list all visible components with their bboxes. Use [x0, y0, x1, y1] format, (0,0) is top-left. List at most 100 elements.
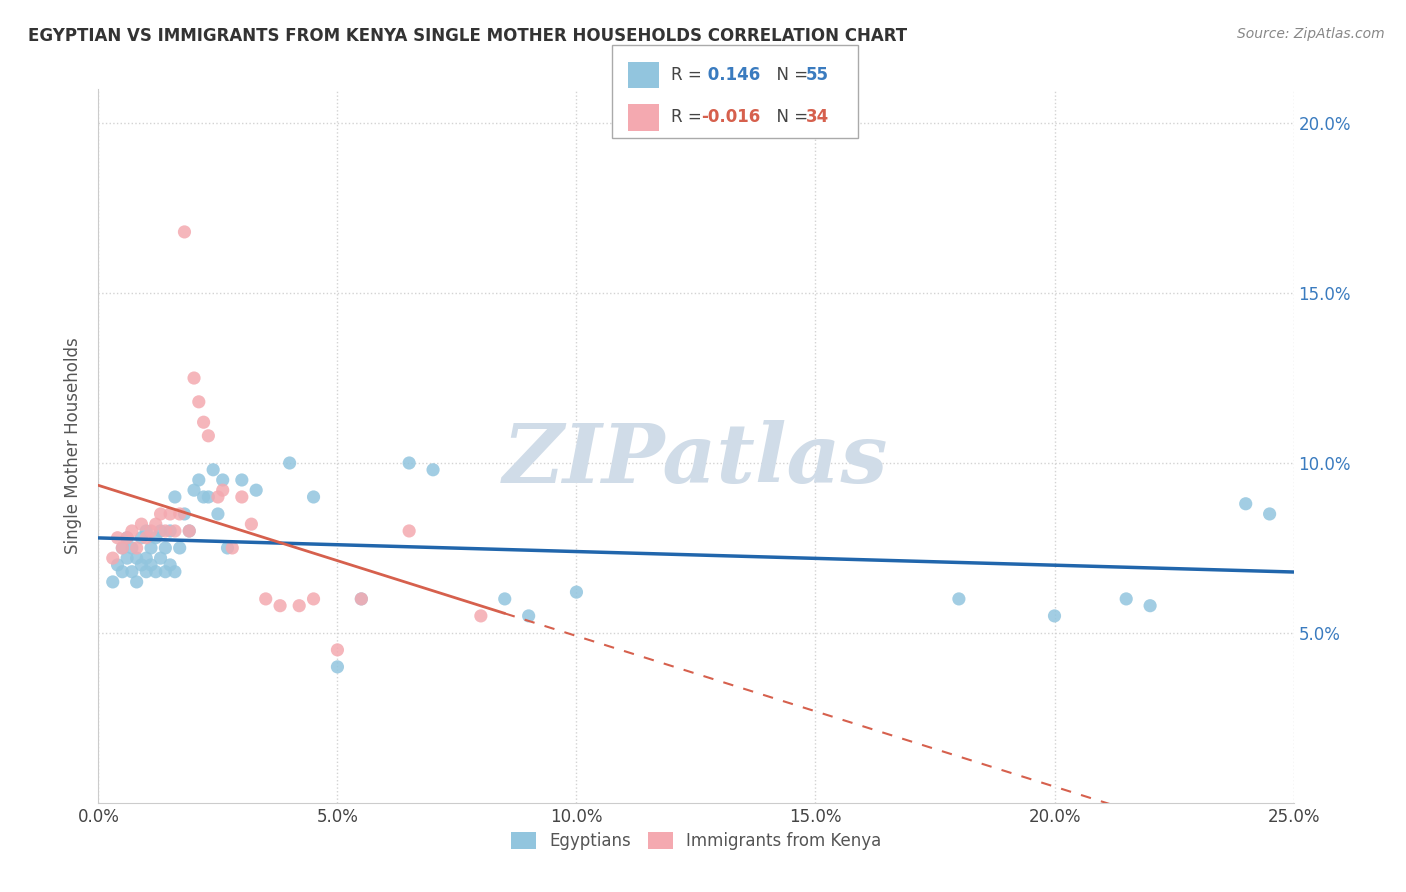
Point [155, 565, 177, 579]
Text: -0.016: -0.016 [702, 108, 761, 126]
Point [240, 517, 263, 532]
Point [131, 558, 153, 572]
Point [121, 524, 143, 538]
Text: R =: R = [671, 66, 707, 84]
Point [149, 507, 172, 521]
Point [1043, 608, 1066, 623]
Point [115, 531, 138, 545]
Point [111, 565, 134, 579]
Point [193, 415, 215, 429]
Point [948, 591, 970, 606]
Point [125, 541, 148, 555]
Text: ZIPatlas: ZIPatlas [503, 420, 889, 500]
Point [207, 507, 229, 521]
Point [197, 429, 219, 443]
Point [107, 558, 129, 572]
Point [183, 371, 205, 385]
Point [179, 524, 201, 538]
Text: R =: R = [671, 108, 707, 126]
Point [398, 456, 420, 470]
Point [155, 541, 177, 555]
Point [1115, 591, 1137, 606]
Point [169, 507, 191, 521]
Point [163, 524, 186, 538]
Point [131, 517, 153, 532]
Point [221, 541, 243, 555]
Point [121, 565, 143, 579]
Point [1258, 507, 1281, 521]
Point [326, 643, 349, 657]
Point [125, 574, 148, 589]
Point [278, 456, 301, 470]
Point [197, 490, 219, 504]
Point [135, 565, 157, 579]
Text: N =: N = [766, 66, 814, 84]
Point [163, 490, 186, 504]
Point [121, 541, 143, 555]
Legend: Egyptians, Immigrants from Kenya: Egyptians, Immigrants from Kenya [502, 824, 890, 859]
Point [217, 541, 239, 555]
Point [159, 524, 181, 538]
Point [398, 524, 420, 538]
Point [101, 551, 124, 566]
Point [494, 591, 516, 606]
Point [107, 531, 129, 545]
Point [135, 531, 157, 545]
Point [149, 524, 172, 538]
Point [155, 524, 177, 538]
Point [111, 541, 134, 555]
Point [1139, 599, 1161, 613]
Point [183, 483, 205, 498]
Text: 55: 55 [806, 66, 828, 84]
Point [163, 565, 186, 579]
Point [135, 551, 157, 566]
Text: 0.146: 0.146 [702, 66, 759, 84]
Point [187, 473, 209, 487]
Point [179, 524, 201, 538]
Text: 34: 34 [806, 108, 830, 126]
Point [302, 490, 325, 504]
Point [149, 551, 172, 566]
Point [350, 591, 373, 606]
Point [139, 558, 162, 572]
Point [288, 599, 311, 613]
Point [139, 541, 162, 555]
Text: Source: ZipAtlas.com: Source: ZipAtlas.com [1237, 27, 1385, 41]
Point [211, 483, 233, 498]
Point [211, 473, 233, 487]
Point [159, 507, 181, 521]
Point [517, 608, 540, 623]
Point [326, 660, 349, 674]
Point [145, 565, 167, 579]
Point [131, 531, 153, 545]
Point [231, 490, 253, 504]
Point [470, 608, 492, 623]
Point [565, 585, 588, 599]
Point [139, 524, 162, 538]
Point [231, 473, 253, 487]
Point [187, 394, 209, 409]
Point [350, 591, 373, 606]
Point [269, 599, 291, 613]
Point [159, 558, 181, 572]
Point [302, 591, 325, 606]
Point [145, 517, 167, 532]
Point [202, 463, 225, 477]
Point [125, 551, 148, 566]
Text: N =: N = [766, 108, 814, 126]
Point [245, 483, 267, 498]
Point [1234, 497, 1257, 511]
Point [173, 507, 195, 521]
Point [169, 541, 191, 555]
Point [101, 574, 124, 589]
Point [135, 524, 157, 538]
Point [115, 531, 138, 545]
Y-axis label: Single Mother Households: Single Mother Households [65, 338, 83, 554]
Point [111, 541, 134, 555]
Text: EGYPTIAN VS IMMIGRANTS FROM KENYA SINGLE MOTHER HOUSEHOLDS CORRELATION CHART: EGYPTIAN VS IMMIGRANTS FROM KENYA SINGLE… [28, 27, 907, 45]
Point [115, 551, 138, 566]
Point [254, 591, 277, 606]
Point [422, 463, 444, 477]
Point [207, 490, 229, 504]
Point [193, 490, 215, 504]
